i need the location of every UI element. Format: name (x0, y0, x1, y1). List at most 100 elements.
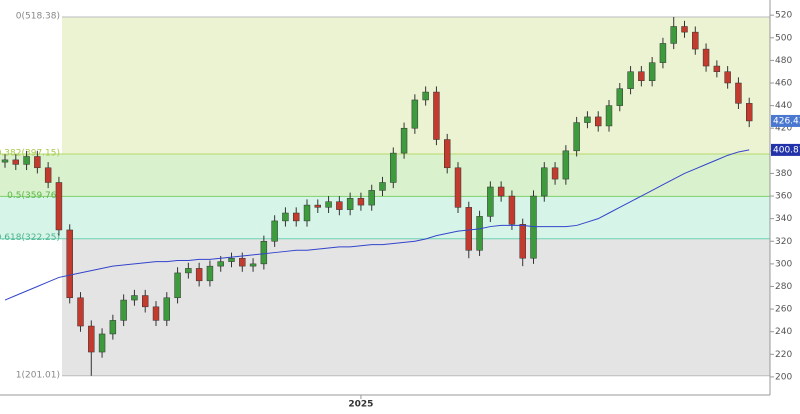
candle-body (487, 186, 494, 217)
candle-body (627, 71, 634, 89)
candle-body (77, 297, 84, 327)
candle-body (239, 257, 246, 267)
moving-average (4, 149, 750, 301)
candle-body (594, 116, 602, 127)
candle-body (141, 295, 149, 308)
candle-body (616, 88, 624, 106)
y-tick-label: 420 (775, 124, 792, 134)
candle-body (314, 204, 322, 208)
candle-body (702, 48, 710, 67)
candle-body (551, 167, 559, 180)
candle-body (66, 229, 73, 299)
y-tick-label: 360 (775, 192, 792, 202)
candle-body (670, 26, 677, 44)
y-tick-label: 380 (775, 169, 792, 179)
candle-body (303, 204, 311, 222)
y-tick-label: 480 (775, 56, 792, 66)
fib-label: 1(201.01) (16, 370, 60, 380)
fib-label: 0(518.38) (16, 12, 60, 22)
candle-body (497, 186, 505, 197)
candle-body (120, 299, 127, 321)
candle-body (163, 297, 171, 321)
y-tick-label: 260 (775, 305, 792, 315)
y-tick-label: 300 (775, 259, 792, 269)
fib-zone (62, 238, 770, 376)
candle-body (12, 159, 20, 165)
candle-body (185, 268, 192, 274)
candle-body (659, 43, 667, 63)
y-tick-label: 500 (775, 33, 792, 43)
candle-body (433, 91, 440, 140)
candle-body (206, 265, 214, 282)
x-tick-label: 2025 (348, 400, 373, 410)
candle-body (541, 167, 548, 197)
candle-body (411, 99, 419, 129)
plot (1, 17, 753, 376)
candle-body (325, 201, 332, 208)
candle-body (34, 156, 41, 169)
candle-body (584, 116, 591, 123)
fib-zone (62, 17, 770, 155)
candle-body (152, 306, 160, 321)
candle-body (195, 268, 203, 282)
candle-body (400, 127, 408, 154)
candle-body (692, 31, 699, 50)
candle-body (368, 190, 375, 206)
candle-body (681, 26, 688, 33)
candle-body (228, 257, 235, 262)
candle-body (336, 201, 343, 210)
candle-body (562, 150, 570, 180)
candle-body (249, 263, 257, 267)
fib-label: 0.618(322.25) (0, 233, 60, 243)
candle-body (735, 82, 742, 104)
candle-body (443, 139, 451, 169)
candle-body (109, 320, 117, 335)
candle-body (465, 207, 473, 251)
candle-body (422, 91, 429, 101)
candle-body (55, 182, 63, 231)
candle-body (379, 182, 386, 191)
y-tick-label: 320 (775, 237, 792, 247)
candle-body (713, 65, 721, 72)
candle-body (745, 103, 753, 122)
candle-body (44, 167, 52, 183)
candle-body (131, 295, 138, 301)
candle-body (476, 216, 483, 251)
candle-body (648, 62, 656, 81)
candle-body (282, 212, 289, 222)
candle-body (346, 198, 354, 210)
candle-body (454, 167, 462, 208)
y-tick-label: 220 (775, 350, 792, 360)
candle-body (508, 195, 516, 225)
y-tick-label: 280 (775, 282, 792, 292)
candle-body (605, 105, 613, 127)
candle-body (724, 71, 731, 84)
price-badge (771, 114, 800, 127)
candle-body (271, 220, 278, 242)
fib-zone (0, 196, 770, 239)
candle-body (292, 212, 300, 222)
y-tick-label: 240 (775, 327, 792, 337)
candle-body (217, 261, 224, 267)
candle-body (519, 224, 526, 259)
y-tick-label: 200 (775, 372, 792, 382)
candle-body (260, 241, 268, 265)
price-badge (771, 143, 800, 156)
candle-body (530, 195, 537, 259)
candle-body (573, 122, 580, 152)
candle-body (23, 156, 30, 165)
candle-body (1, 159, 9, 163)
y-tick-label: 340 (775, 214, 792, 224)
candle-body (174, 272, 181, 299)
y-tick-label: 460 (775, 79, 792, 89)
fib-label: 0.382(397.15) (0, 149, 60, 159)
candle-body (390, 152, 397, 183)
price-badge-label: 426.43 (773, 116, 800, 126)
candle-body (88, 325, 95, 353)
y-tick-label: 520 (775, 11, 792, 21)
fib-label: 0.5(359.76) (7, 191, 60, 201)
y-tick-label: 440 (775, 101, 792, 111)
candle-body (357, 198, 365, 206)
candle-body (98, 333, 106, 353)
